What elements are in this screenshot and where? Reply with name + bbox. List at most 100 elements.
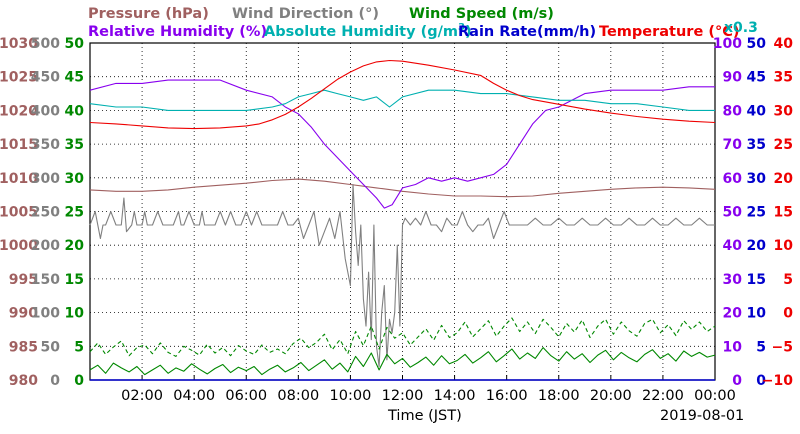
y-tick-rain: 30	[747, 171, 767, 187]
y-tick-humidity: 10	[723, 339, 743, 355]
y-tick-wind-direction: 200	[31, 238, 60, 254]
series-2	[89, 89, 715, 111]
y-tick-wind-direction: 450	[31, 70, 60, 86]
y-tick-pressure: 995	[9, 272, 38, 288]
y-tick-rain: 45	[747, 70, 766, 86]
series-5	[89, 183, 715, 368]
y-tick-pressure: 980	[9, 373, 38, 389]
y-tick-rain: 15	[747, 272, 766, 288]
x-tick-label: 10:00	[330, 388, 372, 404]
y-tick-pressure: 1030	[0, 36, 38, 52]
y-tick-wind-direction: 500	[31, 36, 60, 52]
series-3	[89, 59, 716, 130]
y-tick-wind-direction: 350	[31, 137, 60, 153]
y-tick-wind-speed: 20	[65, 238, 85, 254]
y-tick-rain: 50	[747, 36, 767, 52]
y-tick-rain: 40	[747, 103, 767, 119]
y-tick-humidity: 60	[723, 171, 743, 187]
y-tick-wind-speed: 25	[65, 205, 84, 221]
y-tick-humidity: 70	[723, 137, 743, 153]
y-tick-rain: 10	[747, 306, 767, 322]
y-tick-pressure: 1020	[0, 103, 38, 119]
legend-absolute-humidity: Absolute Humidity (g/m3)	[264, 22, 472, 40]
grid	[90, 43, 715, 380]
y-tick-wind-speed: 50	[65, 36, 85, 52]
x-tick-label: 04:00	[173, 388, 215, 404]
y-tick-temperature: 10	[774, 238, 794, 254]
y-tick-humidity: 30	[723, 272, 743, 288]
x-axis-labels: 02:00 04:00 06:00 08:00 10:00 12:00 14:00 16:00…	[121, 375, 736, 404]
series-0	[89, 178, 716, 198]
y-tick-pressure: 985	[9, 339, 38, 355]
x-tick-label: 08:00	[277, 388, 319, 404]
y-tick-temperature: 0	[783, 306, 793, 322]
y-tick-humidity: 40	[723, 238, 743, 254]
y-tick-pressure: 1010	[0, 171, 38, 187]
y-tick-wind-speed: 45	[65, 70, 84, 86]
y-tick-wind-direction: 150	[31, 272, 60, 288]
y-tick-wind-speed: 10	[65, 306, 85, 322]
y-tick-rain: 20	[747, 238, 767, 254]
y-tick-rain: 35	[747, 137, 766, 153]
series-6	[89, 347, 716, 376]
y-tick-humidity: 90	[723, 70, 743, 86]
series-1	[89, 79, 715, 209]
y-tick-wind-direction: 250	[31, 205, 60, 221]
y-tick-wind-direction: 300	[31, 171, 60, 187]
y-tick-pressure: 1000	[0, 238, 38, 254]
legend-rain-rate: Rain Rate(mm/h)	[458, 24, 596, 40]
y-tick-pressure: 990	[9, 306, 38, 322]
y-tick-temperature: −5	[772, 339, 793, 355]
y-tick-temperature: 40	[774, 36, 794, 52]
y-tick-temperature: −10	[762, 373, 793, 389]
y-tick-wind-direction: 50	[41, 339, 61, 355]
x-tick-label: 12:00	[382, 388, 424, 404]
y-tick-humidity: 0	[732, 373, 742, 389]
y-tick-wind-speed: 0	[74, 373, 84, 389]
y-tick-humidity: 50	[723, 205, 743, 221]
legend-temperature: Temperature (°C)	[599, 24, 740, 40]
y-tick-wind-direction: 0	[50, 373, 60, 389]
legend-pressure: Pressure (hPa)	[88, 6, 209, 22]
y-tick-temperature: 35	[774, 70, 793, 86]
y-tick-humidity: 20	[723, 306, 743, 322]
y-tick-rain: 0	[756, 373, 766, 389]
legend-wind-speed: Wind Speed (m/s)	[409, 6, 554, 22]
x-tick-label: 02:00	[121, 388, 163, 404]
y-tick-rain: 25	[747, 205, 766, 221]
y-tick-temperature: 20	[774, 171, 794, 187]
y-tick-wind-speed: 30	[65, 171, 85, 187]
y-tick-temperature: 5	[783, 272, 793, 288]
y-tick-wind-direction: 400	[31, 103, 60, 119]
legend-relative-humidity: Relative Humidity (%)	[88, 24, 267, 40]
legend-wind-direction: Wind Direction (°)	[232, 6, 379, 22]
x-tick-label: 06:00	[225, 388, 267, 404]
x-tick-label: 18:00	[538, 388, 580, 404]
y-axis-labels: 1030102510201015101010051000995990985980…	[0, 36, 793, 389]
date-label: 2019-08-01	[660, 408, 744, 424]
y-tick-pressure: 1005	[0, 205, 38, 221]
y-tick-pressure: 1015	[0, 137, 38, 153]
series-layer	[89, 59, 716, 381]
y-tick-wind-speed: 15	[65, 272, 84, 288]
y-tick-temperature: 25	[774, 137, 793, 153]
x-tick-label: 00:00	[694, 388, 736, 404]
y-tick-wind-speed: 35	[65, 137, 84, 153]
y-tick-rain: 5	[756, 339, 766, 355]
y-tick-wind-speed: 5	[74, 339, 84, 355]
y-tick-humidity: 80	[723, 103, 743, 119]
x-tick-label: 20:00	[590, 388, 632, 404]
y-tick-wind-speed: 40	[65, 103, 85, 119]
y-tick-wind-direction: 100	[31, 306, 60, 322]
x-tick-label: 22:00	[642, 388, 684, 404]
y-tick-temperature: 30	[774, 103, 794, 119]
x-tick-label: 16:00	[486, 388, 528, 404]
x-axis-label: Time (JST)	[387, 408, 462, 424]
x-tick-label: 14:00	[434, 388, 476, 404]
y-tick-humidity: 100	[713, 36, 742, 52]
series-7	[89, 317, 716, 357]
legend-scale-note: x0.3	[724, 20, 758, 36]
y-tick-pressure: 1025	[0, 70, 38, 86]
y-tick-temperature: 15	[774, 205, 793, 221]
